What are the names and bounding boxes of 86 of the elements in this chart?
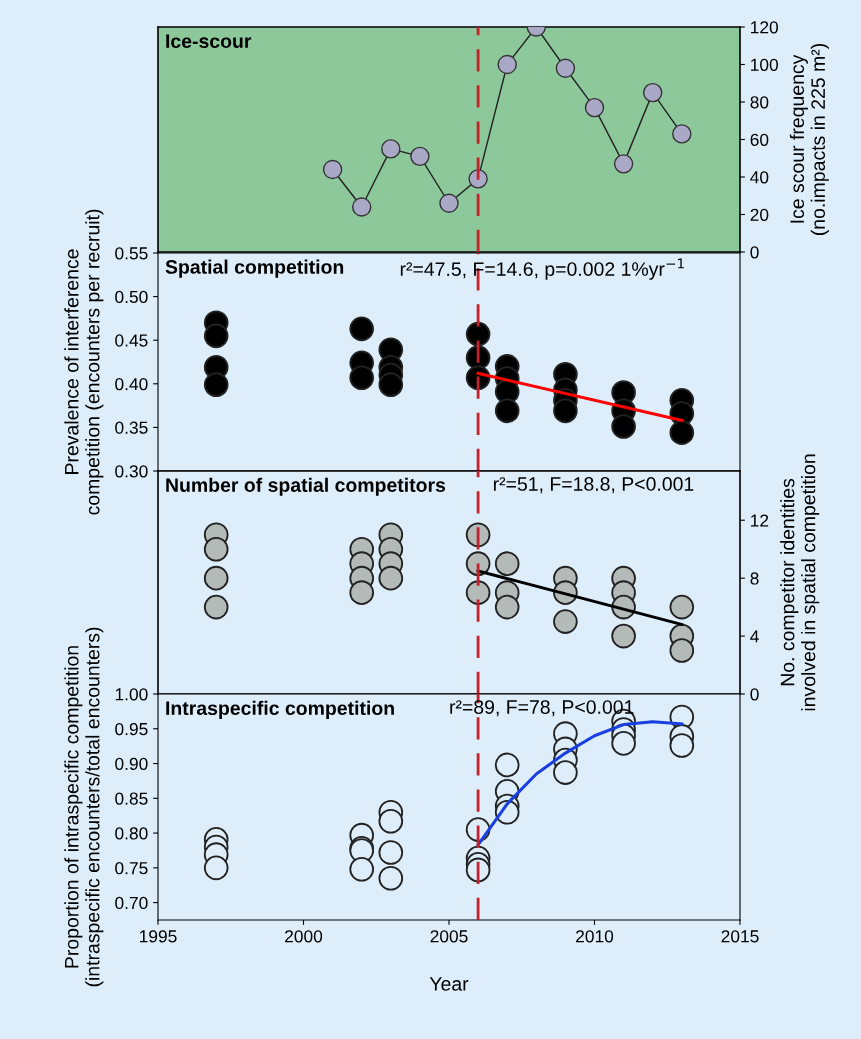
point bbox=[465, 857, 491, 883]
y2-tick-label: 20 bbox=[750, 208, 769, 221]
x-tick-label: 1995 bbox=[140, 930, 177, 943]
point bbox=[322, 159, 343, 180]
chart-title: Intraspecific competition bbox=[166, 700, 394, 719]
y2-tick-label: 60 bbox=[750, 133, 769, 146]
annotation: r²=47.5, F=14.6, p=0.002 1%yr$^{−1}$ bbox=[400, 258, 684, 280]
y2-tick-label: 100 bbox=[751, 58, 779, 71]
y-axis-title: Prevalence of interference competition (encounters per recruit) bbox=[64, 209, 104, 515]
point bbox=[669, 638, 695, 663]
point bbox=[203, 594, 229, 620]
y2-tick-label: 12 bbox=[751, 514, 769, 527]
point bbox=[613, 154, 634, 174]
y2-axis-title: No. competitor identities involved in spatial competition bbox=[780, 454, 820, 711]
point bbox=[555, 58, 576, 78]
point bbox=[494, 551, 520, 576]
y-tick-label: 0.70 bbox=[115, 896, 148, 910]
point bbox=[669, 733, 695, 758]
point bbox=[381, 139, 401, 159]
point bbox=[349, 856, 375, 882]
point bbox=[349, 365, 375, 391]
point bbox=[203, 855, 229, 881]
chart-title: Spatial competition bbox=[165, 259, 344, 278]
x-tick-label: 2000 bbox=[285, 930, 323, 943]
point bbox=[203, 565, 229, 591]
y-tick-label: 0.50 bbox=[115, 290, 148, 304]
point bbox=[672, 124, 692, 144]
point bbox=[669, 420, 695, 445]
point bbox=[349, 316, 375, 342]
point bbox=[378, 372, 404, 397]
point bbox=[203, 372, 229, 397]
point bbox=[494, 594, 520, 620]
y-tick-label: 0.75 bbox=[115, 862, 148, 875]
y-tick-label: 0.80 bbox=[115, 827, 148, 840]
annotation: r²=89, F=78, P<0.001 bbox=[450, 700, 634, 717]
y2-axis-title: Ice scour frequency (no.impacts in 225 m²) bbox=[789, 43, 829, 235]
y-tick-label: 0.45 bbox=[115, 334, 148, 347]
point bbox=[553, 760, 578, 785]
point bbox=[378, 865, 404, 891]
point bbox=[203, 536, 229, 562]
point bbox=[494, 398, 520, 424]
point bbox=[351, 197, 372, 217]
chart-title: Number of spatial competitors bbox=[166, 477, 446, 496]
point bbox=[553, 609, 578, 634]
y-tick-label: 1.00 bbox=[115, 688, 148, 701]
point bbox=[669, 594, 695, 620]
point bbox=[611, 623, 636, 649]
y2-tick-label: 8 bbox=[750, 572, 759, 585]
point bbox=[465, 321, 491, 347]
y-tick-label: 0.85 bbox=[115, 792, 148, 805]
point bbox=[465, 522, 491, 548]
annotation: r²=51, F=18.8, P<0.001 bbox=[493, 477, 694, 494]
x-tick-label: 2015 bbox=[721, 930, 759, 943]
y-tick-label: 0.35 bbox=[115, 421, 148, 434]
y-tick-label: 0.90 bbox=[115, 757, 148, 770]
x-axis-title: Year bbox=[429, 977, 469, 991]
point bbox=[468, 169, 488, 189]
x-tick-label: 2005 bbox=[430, 930, 468, 943]
y2-tick-label: 40 bbox=[750, 171, 769, 184]
point bbox=[611, 731, 636, 756]
point bbox=[378, 808, 404, 834]
point bbox=[642, 82, 663, 103]
x-tick-label: 2010 bbox=[576, 930, 614, 943]
y2-tick-label: 120 bbox=[751, 21, 779, 34]
point bbox=[378, 840, 404, 865]
chart-title: Ice-scour bbox=[166, 34, 252, 49]
point bbox=[553, 398, 578, 424]
point bbox=[584, 97, 605, 118]
y-tick-label: 0.95 bbox=[115, 722, 148, 736]
y-tick-label: 0.40 bbox=[115, 377, 148, 391]
point bbox=[378, 565, 404, 591]
y2-tick-label: 0 bbox=[750, 688, 759, 701]
point bbox=[611, 414, 636, 439]
point bbox=[439, 193, 459, 213]
y2-tick-label: 4 bbox=[750, 630, 759, 643]
point bbox=[203, 323, 229, 349]
y-tick-label: 0.55 bbox=[115, 247, 148, 260]
y2-tick-label: 80 bbox=[750, 96, 769, 109]
y-tick-label: 0.30 bbox=[115, 465, 148, 478]
y-axis-title: Proportion of intraspecific competition (intraspecific encounters/total encounters) bbox=[64, 627, 104, 987]
point bbox=[497, 54, 517, 75]
point bbox=[465, 580, 491, 605]
point bbox=[494, 752, 520, 778]
point bbox=[410, 146, 430, 167]
point bbox=[349, 580, 375, 605]
y2-tick-label: 0 bbox=[750, 246, 759, 259]
